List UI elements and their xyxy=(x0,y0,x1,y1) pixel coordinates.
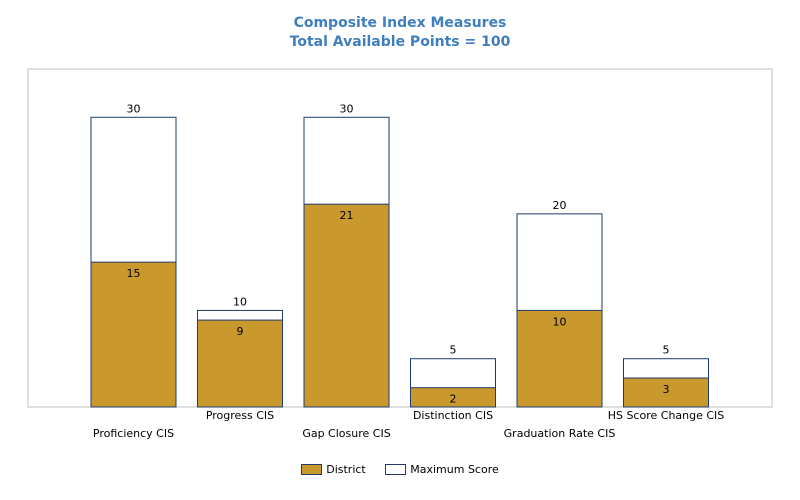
legend-item-district: District xyxy=(301,463,366,476)
legend-item-maximum-score: Maximum Score xyxy=(385,463,499,476)
label-district-distinction-cis: 2 xyxy=(450,393,457,406)
label-district-progress-cis: 9 xyxy=(237,325,244,338)
bar-district-graduation-rate-cis xyxy=(516,309,603,408)
label-max-distinction-cis: 5 xyxy=(450,344,457,357)
bar-district-hs-score-change-cis xyxy=(623,377,709,408)
label-max-hs-score-change-cis: 5 xyxy=(663,344,670,357)
legend: District Maximum Score xyxy=(0,463,800,478)
bars-layer xyxy=(90,116,709,408)
legend-swatch-maximum-score xyxy=(385,464,407,475)
bar-district-gap-closure-cis xyxy=(303,203,390,408)
label-max-proficiency-cis: 30 xyxy=(127,102,141,115)
bar-district-proficiency-cis xyxy=(90,261,177,408)
legend-swatch-district xyxy=(301,464,323,475)
label-district-hs-score-change-cis: 3 xyxy=(663,383,670,396)
legend-label-maximum-score: Maximum Score xyxy=(410,463,499,476)
chart-title: Composite Index Measures xyxy=(293,15,507,31)
label-max-progress-cis: 10 xyxy=(233,295,247,308)
label-district-gap-closure-cis: 21 xyxy=(340,209,354,222)
tick-label-graduation-rate-cis: Graduation Rate CIS xyxy=(504,427,616,440)
tick-label-distinction-cis: Distinction CIS xyxy=(413,409,493,422)
legend-label-district: District xyxy=(326,463,366,476)
chart-title-block: Composite Index Measures Total Available… xyxy=(0,14,800,52)
tick-label-gap-closure-cis: Gap Closure CIS xyxy=(302,427,390,440)
labels-layer: 30 15 Proficiency CIS 10 9 Progress CIS 30 21 Ga… xyxy=(93,102,724,440)
label-max-graduation-rate-cis: 20 xyxy=(553,199,567,212)
label-max-gap-closure-cis: 30 xyxy=(340,102,354,115)
bar-district-progress-cis xyxy=(197,319,283,408)
tick-label-proficiency-cis: Proficiency CIS xyxy=(93,427,174,440)
label-district-graduation-rate-cis: 10 xyxy=(553,315,567,328)
tick-label-progress-cis: Progress CIS xyxy=(206,409,274,422)
label-district-proficiency-cis: 15 xyxy=(127,267,141,280)
plot-area-border xyxy=(27,68,773,408)
bar-district-distinction-cis xyxy=(410,387,496,408)
tick-label-hs-score-change-cis: HS Score Change CIS xyxy=(608,409,725,422)
chart-subtitle: Total Available Points = 100 xyxy=(289,34,511,50)
